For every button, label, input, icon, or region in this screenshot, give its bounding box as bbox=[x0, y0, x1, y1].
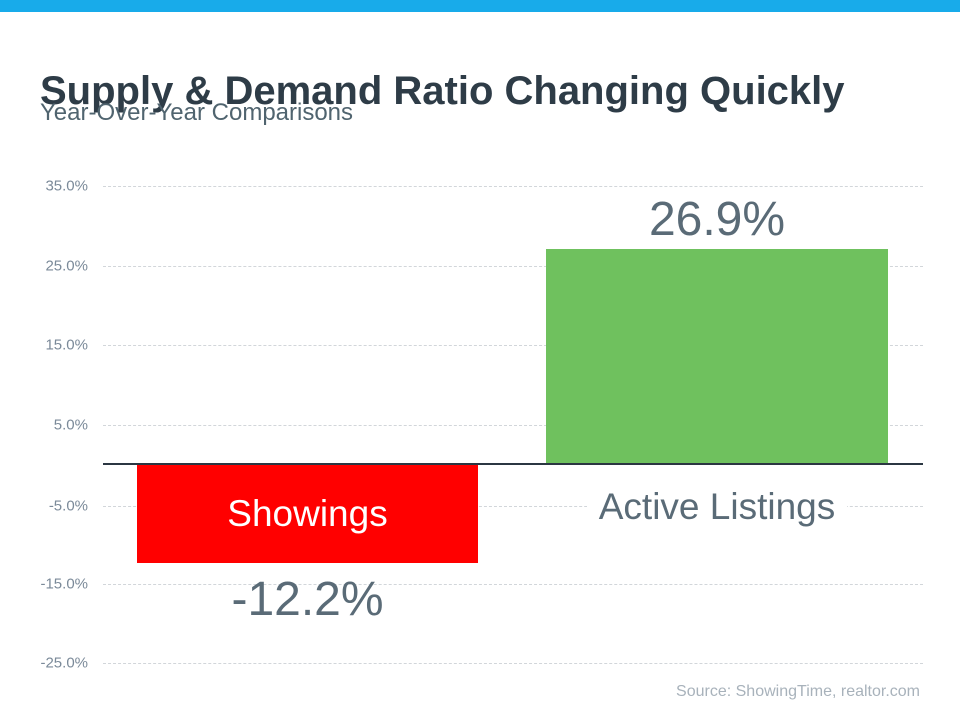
page-title: Supply & Demand Ratio Changing Quickly bbox=[40, 68, 845, 113]
gridline bbox=[103, 663, 923, 664]
y-axis-tick-label: 5.0% bbox=[53, 416, 88, 434]
gridline bbox=[103, 345, 923, 346]
gridline bbox=[103, 506, 923, 507]
y-axis-tick-label: 25.0% bbox=[45, 257, 88, 275]
zero-axis-line bbox=[103, 463, 923, 465]
bar-showings: Showings bbox=[137, 465, 478, 563]
category-label-showings: Showings bbox=[227, 493, 388, 534]
y-axis-tick-label: -15.0% bbox=[40, 575, 88, 593]
gridline bbox=[103, 186, 923, 187]
value-label-showings: -12.2% bbox=[231, 573, 384, 626]
page-subtitle: Year-Over-Year Comparisons bbox=[40, 99, 354, 126]
gridline bbox=[103, 584, 923, 585]
gridline bbox=[103, 266, 923, 267]
y-axis-tick-label: 35.0% bbox=[45, 177, 88, 195]
gridline bbox=[103, 425, 923, 426]
source-attribution: Source: ShowingTime, realtor.com bbox=[676, 683, 920, 700]
value-label-active-listings: 26.9% bbox=[648, 193, 786, 246]
bar-active-listings bbox=[546, 249, 888, 463]
category-label-active-listings: Active Listings bbox=[586, 486, 848, 527]
category-label-active-listings-wrap: Active Listings bbox=[546, 486, 888, 528]
y-axis-tick-label: -5.0% bbox=[48, 497, 88, 515]
y-axis-tick-label: 15.0% bbox=[45, 336, 88, 354]
y-axis-tick-label: -25.0% bbox=[40, 654, 88, 672]
top-accent-bar bbox=[0, 0, 960, 12]
